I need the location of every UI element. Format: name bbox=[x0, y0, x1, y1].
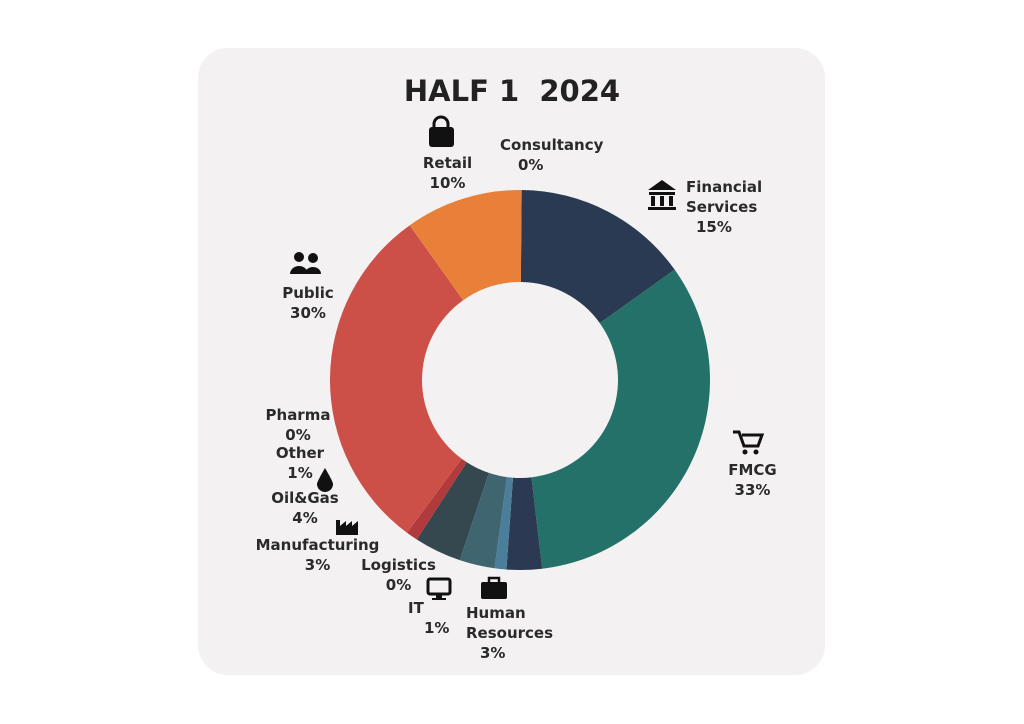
slice-label: Human Resources 3% bbox=[466, 603, 566, 663]
value-label: 33% bbox=[734, 481, 771, 499]
value-label: 15% bbox=[696, 218, 732, 236]
value-label: 3% bbox=[480, 644, 506, 662]
category-name: Logistics bbox=[361, 556, 436, 574]
category-name: Consultancy bbox=[500, 136, 604, 154]
hr-icon bbox=[487, 576, 501, 582]
category-name: Human Resources bbox=[466, 604, 554, 642]
category-name: Manufacturing bbox=[255, 536, 380, 554]
donut-slice bbox=[520, 190, 675, 324]
value-label: 4% bbox=[292, 509, 318, 527]
it-icon bbox=[436, 595, 442, 599]
donut-slice bbox=[416, 462, 489, 561]
hr-icon bbox=[481, 582, 507, 599]
category-name: Other bbox=[275, 444, 325, 462]
chart-title: HALF 1 2024 bbox=[403, 74, 621, 108]
category-name: IT bbox=[408, 599, 424, 617]
retail-icon-handle bbox=[432, 115, 450, 128]
it-icon bbox=[426, 577, 452, 596]
category-name: FMCG bbox=[728, 461, 777, 479]
slice-label: Pharma 0% bbox=[258, 405, 338, 445]
retail-icon bbox=[429, 127, 454, 147]
chart-card bbox=[198, 48, 825, 675]
slice-label: Retail 10% bbox=[410, 153, 485, 193]
fmcg-icon bbox=[753, 449, 759, 455]
donut-slice bbox=[494, 477, 513, 570]
slice-label: Oil&Gas 4% bbox=[265, 488, 345, 528]
slice-label: Financial Services 15% bbox=[686, 177, 776, 237]
fmcg-icon bbox=[733, 430, 765, 448]
value-label: 10% bbox=[429, 174, 466, 192]
value-label: 0% bbox=[285, 426, 311, 444]
donut-slice bbox=[531, 269, 710, 569]
oil-icon bbox=[317, 468, 333, 492]
value-label: 0% bbox=[518, 156, 544, 174]
it-icon bbox=[432, 598, 446, 600]
value-label: 3% bbox=[304, 556, 331, 574]
slice-label: Manufacturing 3% bbox=[255, 535, 380, 575]
donut-slice bbox=[406, 458, 467, 540]
slice-label: Logistics 0% bbox=[356, 555, 441, 595]
slice-label: IT 1% bbox=[408, 598, 450, 638]
value-label: 1% bbox=[424, 619, 450, 637]
category-name: Retail bbox=[422, 154, 473, 172]
category-name: Financial Services bbox=[686, 178, 763, 216]
financial-icon bbox=[648, 180, 676, 210]
icons bbox=[290, 115, 765, 600]
fmcg-icon bbox=[742, 449, 748, 455]
category-name: Oil&Gas bbox=[271, 489, 339, 507]
value-label: 0% bbox=[385, 576, 412, 594]
slice-label: Consultancy 0% bbox=[500, 135, 610, 175]
category-name: Public bbox=[282, 284, 334, 302]
category-name: Pharma bbox=[265, 406, 331, 424]
donut-slice bbox=[409, 190, 522, 301]
slice-label: Other 1% bbox=[260, 443, 340, 483]
value-label: 30% bbox=[290, 304, 326, 322]
public-icon bbox=[290, 266, 321, 274]
slice-label: FMCG 33% bbox=[715, 460, 790, 500]
public-icon bbox=[294, 252, 304, 262]
donut-slice bbox=[459, 472, 507, 569]
value-label: 1% bbox=[287, 464, 313, 482]
public-icon bbox=[308, 253, 318, 263]
donut-slice bbox=[329, 225, 464, 533]
donut-slice bbox=[506, 477, 543, 571]
manufacturing-icon bbox=[336, 520, 358, 535]
slice-label: Public 30% bbox=[268, 283, 348, 323]
